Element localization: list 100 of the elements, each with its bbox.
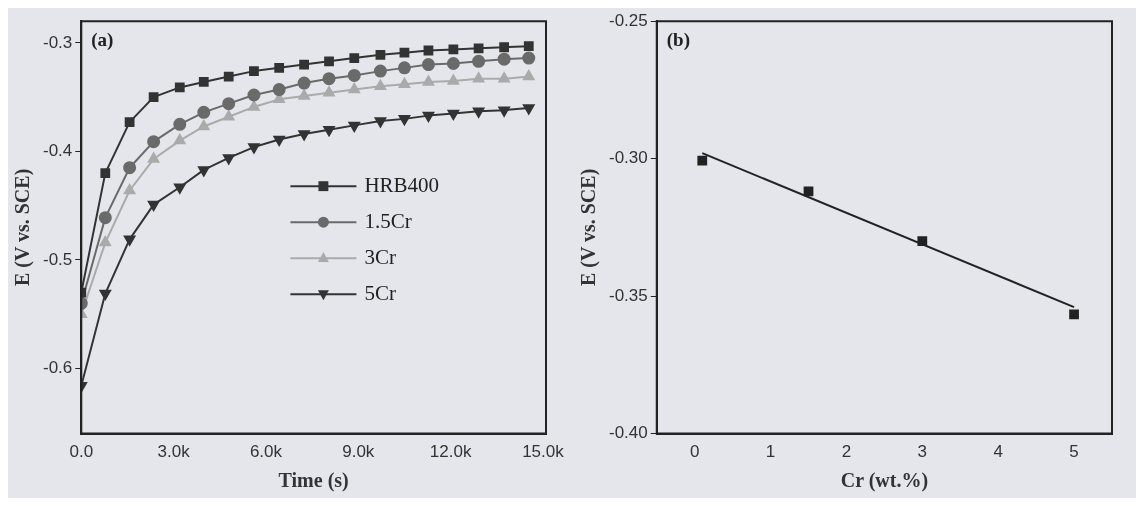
point: [421, 58, 435, 72]
x-tick-label: 9.0k: [342, 442, 375, 462]
point: [324, 56, 334, 67]
point: [174, 82, 185, 93]
point: [274, 62, 285, 73]
point: [123, 161, 137, 175]
legend-label: 3Cr: [364, 244, 396, 269]
y-tick-label: -0.5: [43, 249, 73, 269]
y-axis-title: E (V vs. SCE): [11, 168, 35, 287]
point: [298, 89, 310, 100]
legend-label: 1.5Cr: [364, 208, 412, 233]
point: [398, 77, 411, 88]
point: [198, 77, 209, 87]
point: [375, 49, 386, 60]
point: [273, 135, 285, 146]
point: [197, 105, 211, 119]
point: [299, 59, 309, 70]
point: [347, 68, 361, 82]
point: [100, 168, 111, 179]
point: [123, 235, 136, 246]
point: [472, 107, 485, 118]
y-tick-label: -0.4: [43, 141, 73, 161]
y-tick-label: -0.30: [609, 148, 648, 168]
annotation: (a): [91, 28, 114, 51]
point: [523, 70, 535, 81]
point: [422, 75, 435, 86]
point: [247, 88, 261, 102]
point: [123, 184, 136, 195]
point: [348, 121, 361, 132]
point: [248, 100, 260, 111]
point: [448, 44, 459, 55]
x-tick-label: 3: [917, 442, 928, 462]
point: [223, 71, 234, 82]
point: [99, 236, 112, 247]
x-tick-label: 6.0k: [249, 442, 283, 462]
point: [198, 119, 210, 131]
y-axis-title: E (V vs. SCE): [577, 168, 601, 287]
y-tick-label: -0.35: [609, 285, 648, 305]
point: [498, 72, 510, 83]
point: [447, 109, 460, 120]
point: [147, 135, 161, 149]
point: [523, 104, 535, 115]
y-tick-label: -0.3: [43, 32, 73, 52]
point: [248, 143, 260, 154]
point: [147, 152, 160, 163]
point: [498, 106, 510, 117]
point: [803, 186, 814, 197]
point: [198, 166, 210, 177]
point: [99, 289, 112, 301]
point: [298, 130, 310, 141]
point: [98, 211, 112, 225]
point: [523, 41, 534, 52]
point: [472, 54, 486, 68]
point: [323, 86, 335, 97]
point: [399, 47, 410, 58]
x-axis-title: Cr (wt.%): [840, 469, 929, 493]
legend-label: HRB400: [364, 172, 440, 197]
point: [522, 51, 536, 65]
x-tick-label: 4: [993, 442, 1003, 462]
point: [249, 66, 259, 77]
point: [446, 57, 460, 71]
point: [173, 117, 187, 131]
x-tick-label: 3.0k: [157, 442, 191, 462]
y-tick-label: -0.6: [43, 358, 73, 378]
point: [373, 64, 387, 78]
x-tick-label: 2: [841, 442, 852, 462]
point: [222, 154, 235, 165]
point: [174, 183, 186, 194]
point: [374, 117, 387, 128]
point: [222, 97, 236, 111]
x-tick-label: 12.0k: [429, 442, 472, 462]
point: [222, 110, 235, 121]
legend-label: 5Cr: [364, 280, 396, 305]
point: [497, 52, 511, 66]
point: [148, 92, 159, 103]
x-tick-label: 15.0k: [522, 442, 565, 462]
point: [422, 111, 435, 123]
annotation: (b): [666, 28, 690, 51]
point: [322, 72, 336, 86]
y-tick-label: -0.40: [609, 423, 648, 443]
point: [697, 155, 708, 166]
y-tick-label: -0.25: [609, 10, 648, 30]
point: [174, 134, 186, 145]
point: [348, 83, 361, 94]
x-tick-label: 0: [689, 442, 700, 462]
point: [447, 74, 460, 85]
point: [349, 53, 360, 63]
point: [472, 72, 485, 83]
point: [917, 236, 928, 247]
x-tick-label: 0.0: [69, 442, 94, 462]
point: [397, 61, 411, 75]
point: [297, 76, 311, 90]
point: [272, 83, 286, 97]
point: [499, 42, 510, 53]
point: [124, 117, 135, 128]
x-tick-label: 1: [765, 442, 776, 462]
point: [398, 115, 411, 126]
point: [147, 200, 160, 212]
point: [473, 43, 484, 54]
point: [374, 79, 387, 91]
